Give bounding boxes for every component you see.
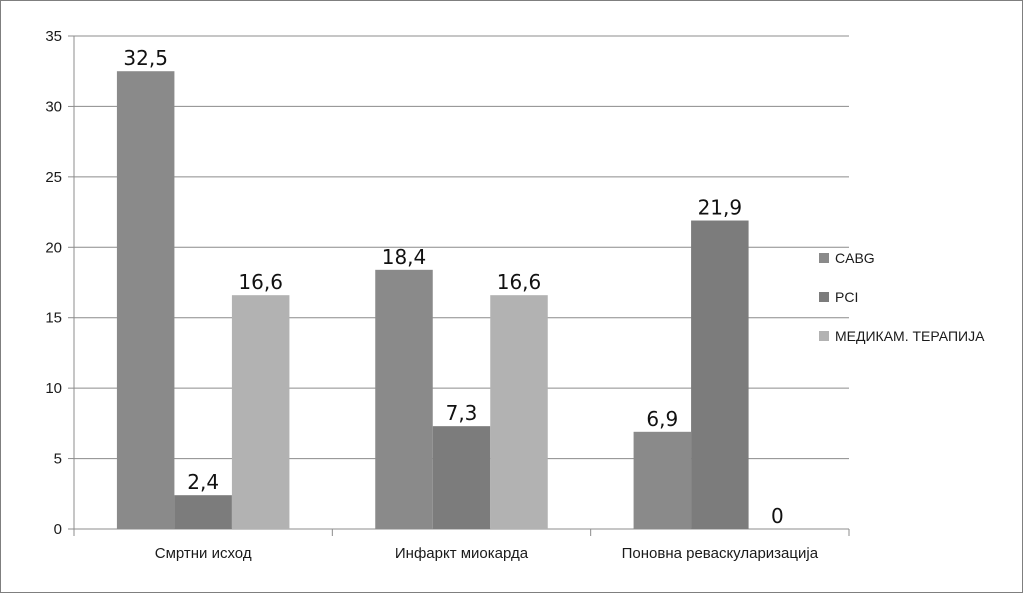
bar xyxy=(375,269,433,529)
y-tick-label: 30 xyxy=(45,98,62,115)
y-tick-label: 25 xyxy=(45,169,62,186)
legend-label: CABG xyxy=(835,250,875,266)
bars xyxy=(116,71,749,529)
bar xyxy=(432,426,491,529)
data-label: 16,6 xyxy=(497,270,542,294)
x-tick-label: Смртни исход xyxy=(155,545,252,562)
data-label: 32,5 xyxy=(123,46,168,70)
y-tick-label: 0 xyxy=(54,521,62,538)
legend-swatch xyxy=(819,292,829,302)
bar xyxy=(691,220,749,529)
y-tick-label: 20 xyxy=(45,239,62,256)
data-label: 18,4 xyxy=(382,245,427,269)
legend-swatch xyxy=(819,331,829,341)
legend: CABG PCI МЕДИКАМ. ТЕРАПИЈА xyxy=(819,250,985,344)
bar xyxy=(116,71,175,529)
x-tick-label: Поновна реваскуларизација xyxy=(622,545,819,562)
bar xyxy=(490,295,548,529)
bar xyxy=(633,431,692,529)
data-labels: 32,5 2,4 16,6 18,4 7,3 16,6 6,9 21,9 0 xyxy=(123,46,783,528)
legend-label: PCI xyxy=(835,289,858,305)
bar xyxy=(174,495,232,529)
x-axis-categories: Смртни исход Инфаркт миокарда Поновна рева… xyxy=(155,545,819,562)
y-tick-label: 35 xyxy=(45,28,62,45)
data-label: 7,3 xyxy=(446,401,478,425)
legend-swatch xyxy=(819,253,829,263)
data-label: 16,6 xyxy=(238,270,283,294)
y-axis-ticks: 0 5 10 15 20 25 30 35 xyxy=(45,28,62,538)
data-label: 6,9 xyxy=(646,407,678,431)
data-label: 21,9 xyxy=(698,196,743,220)
y-tick-label: 10 xyxy=(45,380,62,397)
data-label: 0 xyxy=(771,504,784,528)
legend-label: МЕДИКАМ. ТЕРАПИЈА xyxy=(835,328,985,344)
y-tick-label: 5 xyxy=(54,451,62,468)
y-tick-label: 15 xyxy=(45,310,62,327)
x-tick-label: Инфаркт миокарда xyxy=(395,545,529,562)
bar xyxy=(231,295,290,529)
data-label: 2,4 xyxy=(187,470,219,494)
